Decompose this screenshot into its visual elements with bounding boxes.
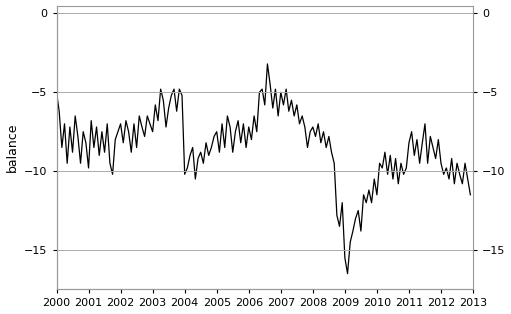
Y-axis label: balance: balance <box>6 123 18 172</box>
